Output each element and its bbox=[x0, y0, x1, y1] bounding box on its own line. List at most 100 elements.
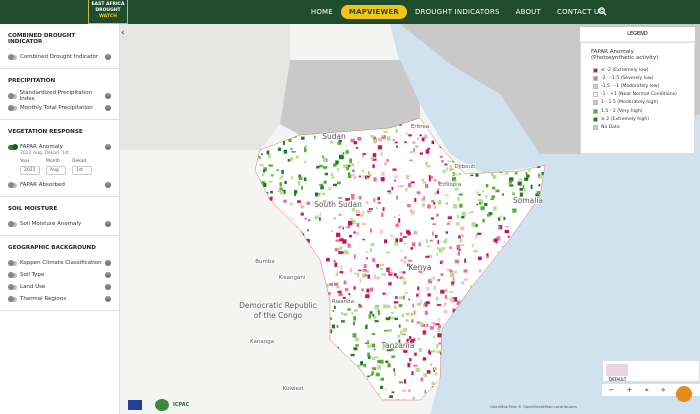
anomaly-pixel bbox=[437, 247, 442, 250]
basemap-switcher[interactable]: DEFAULT bbox=[602, 360, 700, 382]
field-select[interactable]: 2021 bbox=[20, 166, 40, 175]
anomaly-pixel bbox=[402, 389, 407, 392]
anomaly-pixel bbox=[449, 269, 453, 273]
info-icon[interactable]: i bbox=[105, 182, 111, 188]
legend-entry: No Data bbox=[593, 123, 688, 131]
nav-item[interactable]: ABOUT bbox=[515, 8, 541, 16]
anomaly-pixel bbox=[356, 272, 360, 277]
anomaly-pixel bbox=[414, 352, 417, 356]
toggle[interactable] bbox=[8, 144, 18, 150]
anomaly-pixel bbox=[342, 227, 345, 230]
layer-row[interactable]: Land Use i bbox=[8, 281, 111, 293]
anomaly-pixel bbox=[490, 172, 494, 177]
layer-row[interactable]: Soil Type i bbox=[8, 269, 111, 281]
action-button[interactable] bbox=[676, 386, 692, 402]
toggle[interactable] bbox=[8, 221, 17, 227]
legend-entry: ≤ -2 (Extremely low) bbox=[593, 66, 688, 74]
anomaly-pixel bbox=[262, 169, 266, 173]
field-select[interactable]: 1st bbox=[72, 166, 92, 175]
nav-item[interactable]: HOME bbox=[310, 8, 333, 16]
anomaly-pixel bbox=[413, 364, 418, 367]
nav-item[interactable]: DROUGHT INDICATORS bbox=[414, 8, 500, 16]
anomaly-pixel bbox=[402, 280, 407, 285]
layer-row[interactable]: Soil Moisture Anomaly i bbox=[8, 218, 111, 230]
anomaly-pixel bbox=[436, 213, 439, 217]
layer-row[interactable]: Combined Drought Indicator i bbox=[8, 51, 111, 63]
layer-label: FAPAR Absorbed bbox=[20, 182, 65, 188]
anomaly-pixel bbox=[399, 184, 404, 188]
anomaly-pixel bbox=[353, 316, 357, 321]
info-icon[interactable]: i bbox=[105, 144, 111, 150]
logo-line: WATCH bbox=[98, 14, 118, 19]
locate[interactable]: ⌖ bbox=[644, 385, 649, 394]
layer-row[interactable]: FAPAR Absorbed i bbox=[8, 179, 111, 191]
anomaly-pixel bbox=[263, 167, 267, 172]
anomaly-pixel bbox=[353, 347, 358, 351]
toggle[interactable] bbox=[8, 284, 17, 290]
anomaly-pixel bbox=[504, 172, 509, 175]
anomaly-pixel bbox=[485, 256, 489, 259]
date-controls: Year 2021 Month Aug Dekad 1st bbox=[20, 159, 111, 175]
sahara bbox=[120, 24, 290, 150]
anomaly-pixel bbox=[436, 350, 441, 354]
info-icon[interactable]: i bbox=[105, 272, 111, 278]
anomaly-pixel bbox=[399, 276, 404, 280]
search-icon[interactable] bbox=[598, 7, 607, 16]
collapse-button[interactable]: ‹ bbox=[121, 28, 125, 38]
zoom-out[interactable]: − bbox=[608, 386, 615, 394]
toggle[interactable] bbox=[8, 260, 17, 266]
info-icon[interactable]: i bbox=[105, 221, 111, 227]
anomaly-pixel bbox=[410, 339, 415, 343]
toggle[interactable] bbox=[8, 54, 17, 60]
toggle[interactable] bbox=[8, 296, 17, 302]
legend-label: 1.5 - 2 (Very high) bbox=[601, 108, 643, 114]
map-label: Sudan bbox=[322, 132, 346, 141]
layer-row[interactable]: Koppen Climate Classification i bbox=[8, 257, 111, 269]
section: VEGETATION RESPONSE FAPAR Anomaly i 2021 Au… bbox=[0, 120, 119, 197]
field-select[interactable]: Aug bbox=[46, 166, 66, 175]
logo-line: EAST AFRICA bbox=[91, 2, 125, 7]
anomaly-pixel bbox=[459, 238, 463, 243]
info-icon[interactable]: i bbox=[105, 296, 111, 302]
info-icon[interactable]: i bbox=[105, 260, 111, 266]
anomaly-pixel bbox=[362, 153, 367, 155]
anomaly-pixel bbox=[396, 276, 399, 279]
share[interactable]: ⋄ bbox=[661, 386, 666, 394]
anomaly-pixel bbox=[388, 282, 392, 286]
layer-row[interactable]: FAPAR Anomaly i bbox=[8, 141, 111, 153]
legend-header[interactable]: LEGEND bbox=[580, 27, 695, 42]
zoom-in[interactable]: + bbox=[626, 386, 633, 394]
toggle[interactable] bbox=[8, 272, 17, 278]
toggle[interactable] bbox=[8, 105, 17, 111]
anomaly-pixel bbox=[267, 154, 271, 159]
legend-subtitle: (Photosynthetic activity) bbox=[591, 55, 659, 61]
anomaly-pixel bbox=[415, 367, 421, 373]
anomaly-pixel bbox=[412, 396, 416, 400]
anomaly-pixel bbox=[357, 136, 362, 141]
info-icon[interactable]: i bbox=[105, 54, 111, 60]
logo[interactable]: EAST AFRICA DROUGHT WATCH bbox=[88, 0, 128, 24]
anomaly-pixel bbox=[336, 271, 339, 274]
toggle[interactable] bbox=[8, 182, 17, 188]
info-icon[interactable]: i bbox=[105, 93, 111, 99]
anomaly-pixel bbox=[463, 269, 468, 273]
layer-row[interactable]: Standardized Precipitation Index i bbox=[8, 90, 111, 102]
anomaly-pixel bbox=[386, 267, 391, 272]
info-icon[interactable]: i bbox=[105, 105, 111, 111]
anomaly-pixel bbox=[444, 231, 447, 234]
info-icon[interactable]: i bbox=[105, 284, 111, 290]
toggle[interactable] bbox=[8, 93, 17, 99]
anomaly-pixel bbox=[370, 242, 375, 247]
anomaly-pixel bbox=[437, 239, 440, 245]
anomaly-pixel bbox=[424, 134, 428, 138]
anomaly-pixel bbox=[408, 259, 413, 262]
anomaly-pixel bbox=[498, 217, 501, 221]
layer-row[interactable]: Monthly Total Precipitation i bbox=[8, 102, 111, 114]
anomaly-pixel bbox=[361, 175, 365, 178]
anomaly-pixel bbox=[290, 147, 293, 151]
anomaly-pixel bbox=[420, 197, 425, 201]
nav-item[interactable]: CONTACT US bbox=[557, 8, 604, 16]
layer-row[interactable]: Thermal Regions i bbox=[8, 293, 111, 305]
nav-item[interactable]: MAPVIEWER bbox=[340, 5, 407, 19]
anomaly-pixel bbox=[414, 231, 418, 235]
